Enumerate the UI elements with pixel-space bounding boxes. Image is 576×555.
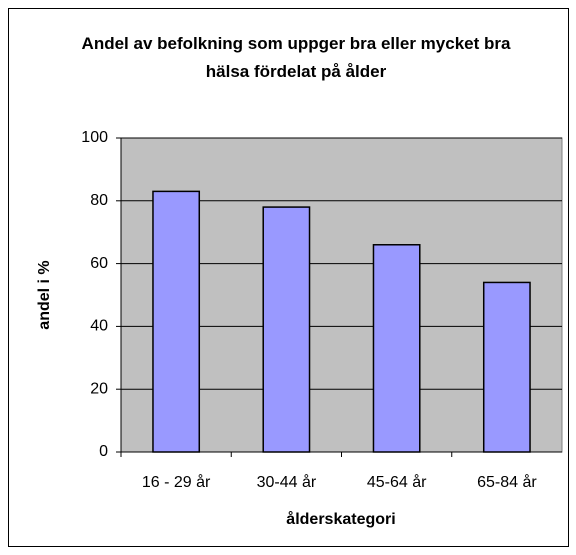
y-tick-label: 80 (90, 192, 108, 209)
bar (152, 190, 201, 453)
y-axis-title: andel i % (36, 260, 53, 329)
chart-title: Andel av befolkning som uppger bra eller… (81, 34, 511, 81)
chart-frame (8, 8, 569, 547)
bar (482, 281, 531, 453)
y-tick-label: 100 (81, 129, 108, 146)
y-tick-label: 20 (90, 380, 108, 397)
y-tick-label: 40 (90, 318, 108, 335)
bar (262, 206, 311, 453)
bar (372, 244, 421, 453)
x-tick-label: 16 - 29 år (142, 473, 211, 491)
y-tick-label: 60 (90, 255, 108, 272)
y-tick-label: 0 (99, 443, 108, 460)
x-axis-title: ålderskategori (286, 510, 395, 528)
x-tick-label: 30-44 år (257, 473, 317, 491)
x-tick-label: 65-84 år (477, 473, 537, 491)
x-tick-label: 45-64 år (367, 473, 427, 491)
